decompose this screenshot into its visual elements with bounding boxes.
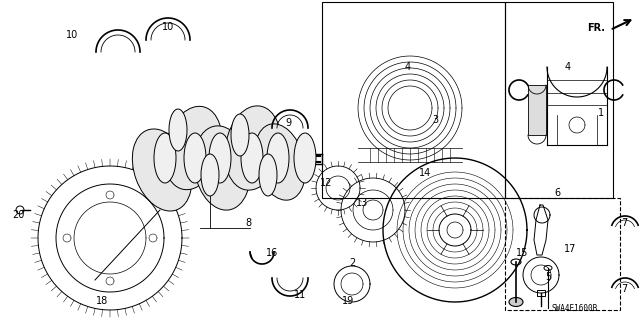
- Text: 7: 7: [621, 284, 627, 294]
- Text: 1: 1: [598, 108, 604, 118]
- Text: 16: 16: [266, 248, 278, 258]
- Ellipse shape: [169, 109, 187, 151]
- Ellipse shape: [231, 114, 249, 156]
- Text: 2: 2: [349, 258, 355, 268]
- Text: 13: 13: [356, 198, 368, 208]
- Text: 12: 12: [320, 178, 332, 188]
- Ellipse shape: [509, 298, 523, 307]
- Ellipse shape: [544, 265, 552, 271]
- Text: 15: 15: [516, 248, 528, 258]
- Text: 10: 10: [162, 22, 174, 32]
- Text: 14: 14: [419, 168, 431, 178]
- Bar: [322, 2, 505, 198]
- Text: FR.: FR.: [587, 23, 605, 33]
- Ellipse shape: [209, 133, 231, 183]
- Ellipse shape: [511, 259, 521, 265]
- Text: 17: 17: [564, 244, 576, 254]
- Text: 3: 3: [432, 115, 438, 125]
- Text: 10: 10: [66, 30, 78, 40]
- Ellipse shape: [164, 106, 221, 190]
- Ellipse shape: [132, 129, 191, 211]
- Text: 18: 18: [96, 296, 108, 306]
- Ellipse shape: [194, 126, 250, 210]
- Ellipse shape: [201, 154, 219, 196]
- Ellipse shape: [154, 133, 176, 183]
- Text: 9: 9: [285, 118, 291, 128]
- Text: 4: 4: [405, 62, 411, 72]
- Ellipse shape: [241, 133, 263, 183]
- Ellipse shape: [255, 124, 305, 200]
- Text: 8: 8: [245, 218, 251, 228]
- Text: 6: 6: [554, 188, 560, 198]
- Ellipse shape: [184, 133, 206, 183]
- Bar: [537, 290, 545, 296]
- Ellipse shape: [225, 106, 281, 190]
- Text: 4: 4: [565, 62, 571, 72]
- Text: 5: 5: [545, 272, 551, 282]
- Ellipse shape: [267, 133, 289, 183]
- Text: 20: 20: [12, 210, 24, 220]
- Text: SWA4E1600B: SWA4E1600B: [552, 304, 598, 313]
- Bar: [505, 198, 620, 310]
- Text: 7: 7: [621, 218, 627, 228]
- Bar: [528, 85, 546, 135]
- Text: 19: 19: [342, 296, 354, 306]
- Ellipse shape: [259, 154, 277, 196]
- Text: 11: 11: [294, 290, 306, 300]
- Bar: [505, 2, 613, 198]
- Ellipse shape: [294, 133, 316, 183]
- Ellipse shape: [16, 206, 24, 214]
